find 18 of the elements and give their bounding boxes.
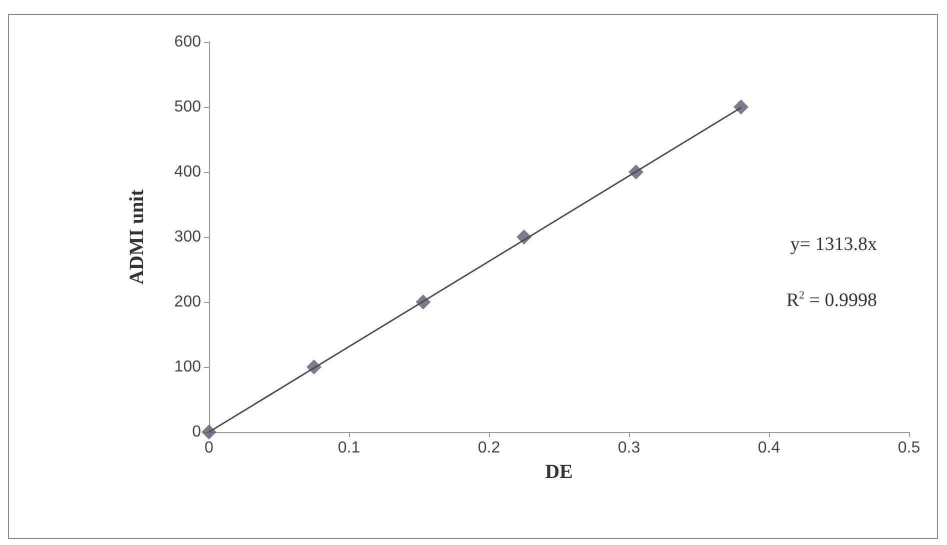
y-tick-label: 600: [174, 34, 202, 50]
x-tick-label: 0.2: [478, 440, 500, 456]
y-tick-label: 100: [174, 358, 202, 376]
y-tick-label: 400: [174, 164, 202, 180]
x-tick-label: 0.5: [898, 440, 920, 456]
y-axis-title: ADMI unit: [126, 189, 148, 285]
y-tick-label: 200: [174, 294, 202, 310]
x-tick-label: 0: [204, 440, 214, 456]
annotation: y= 1313.8x: [790, 234, 878, 255]
y-tick-label: 0: [192, 424, 202, 440]
point: [202, 424, 216, 440]
x-tick-label: 0.3: [618, 440, 640, 456]
x-axis-title: DE: [545, 461, 573, 483]
x-tick-label: 0.1: [338, 440, 360, 456]
point: [734, 100, 748, 114]
x-tick-label: 0.4: [758, 440, 780, 456]
y-tick-label: 500: [174, 98, 202, 116]
y-tick-label: 300: [174, 228, 202, 246]
